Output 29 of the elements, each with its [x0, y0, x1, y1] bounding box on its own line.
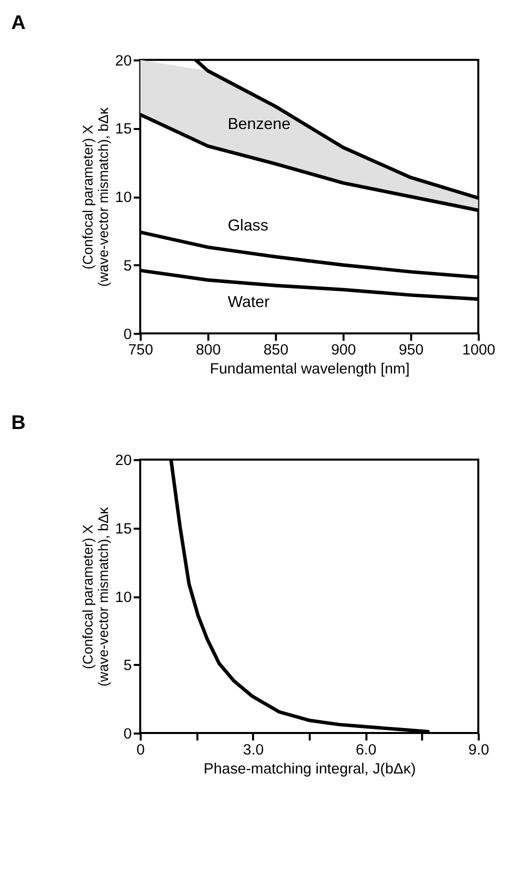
x-tick-label: 6.0 — [356, 742, 376, 758]
chart-title: B — [11, 412, 26, 434]
y-tick-label: 5 — [123, 258, 132, 274]
y-tick-label: 20 — [115, 53, 132, 70]
y-tick-label: 5 — [123, 658, 132, 674]
x-axis-title: Phase-matching integral, J(bΔκ) — [204, 761, 416, 778]
series-label: Benzene — [228, 116, 291, 134]
x-tick-label: 9.0 — [468, 742, 490, 758]
y-tick-label: 20 — [115, 453, 132, 470]
y-axis-title: (Confocal parameter) X (wave-vector mismatch), bΔκ — [79, 507, 112, 686]
y-tick-label: 0 — [123, 326, 132, 343]
x-tick-label: 850 — [263, 342, 288, 359]
x-axis-title: Fundamental wavelength [nm] — [210, 362, 410, 378]
y-tick-label: 15 — [115, 122, 132, 138]
y-tick-label: 0 — [123, 726, 132, 743]
y-tick-label: 10 — [115, 590, 132, 606]
x-tick-label: 900 — [331, 342, 356, 359]
x-tick-label: 800 — [196, 342, 221, 359]
chart-title: A — [11, 12, 26, 34]
y-tick-label: 15 — [115, 521, 132, 538]
series-label: Glass — [228, 217, 268, 234]
x-tick-label: 750 — [128, 342, 154, 359]
x-tick-label: 3.0 — [243, 742, 264, 758]
x-tick-label: 950 — [398, 342, 424, 359]
series-label: Water — [228, 294, 270, 311]
y-axis-title: (Confocal parameter) X (wave-vector mismatch), bΔκ — [79, 107, 112, 287]
x-tick-label: 0 — [136, 742, 145, 758]
y-tick-label: 10 — [115, 190, 132, 206]
x-tick-label: 1000 — [462, 342, 496, 359]
